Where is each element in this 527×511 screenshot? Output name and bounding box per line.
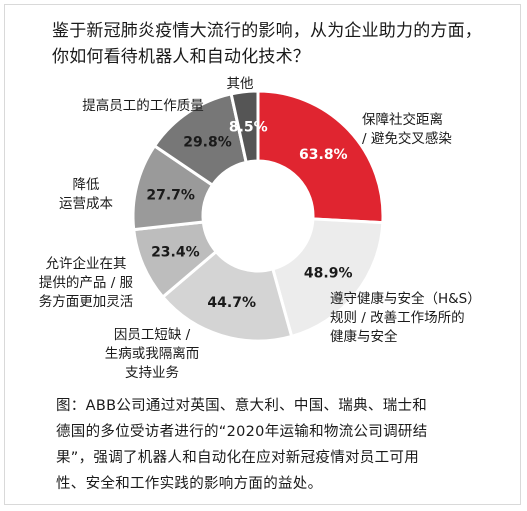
slice-category-label: 降低运营成本 bbox=[59, 177, 113, 212]
donut-slice bbox=[270, 217, 385, 339]
category-label-line: 规则 / 改善工作场所的 bbox=[330, 310, 465, 326]
slice-value-label: 29.8% bbox=[183, 135, 232, 151]
slice-category-label: 因员工短缺 / 生病或我隔离而支持业务 bbox=[105, 327, 200, 381]
donut-slice bbox=[229, 89, 260, 165]
donut-slice bbox=[160, 249, 294, 343]
donut-chart: 63.8% 48.9% 44.7% 23.4% 27.7% 29.8%8.5% 保障社交距… bbox=[39, 76, 481, 381]
category-label-line: 降低 bbox=[73, 177, 100, 193]
donut-slice bbox=[256, 89, 385, 225]
caption-line-2: 德国的多位受访者进行的“2020年运输和物流公司调研结 bbox=[56, 424, 428, 440]
slice-value-label: 27.7% bbox=[146, 187, 195, 203]
category-label-line: 其他 bbox=[227, 76, 254, 92]
question-line-1: 鉴于新冠肺炎疫情大流行的影响，从为企业助力的方面， bbox=[52, 21, 482, 41]
category-label-line: 因员工短缺 / bbox=[114, 327, 191, 343]
figure-frame bbox=[4, 4, 521, 505]
slice-category-label: 保障社交距离 / 避免交叉感染 bbox=[362, 111, 452, 147]
category-label-line: 运营成本 bbox=[59, 196, 113, 212]
category-label-line: / 避免交叉感染 bbox=[362, 130, 452, 147]
category-label-line: 健康与安全 bbox=[330, 328, 398, 345]
chart-slices bbox=[131, 89, 385, 343]
slice-value-label: 44.7% bbox=[207, 295, 256, 311]
category-label-line: 提供的产品 / 服 bbox=[39, 275, 134, 291]
category-label-line: 生病或我隔离而 bbox=[105, 345, 200, 362]
chart-value-labels: 63.8% 48.9% 44.7% 23.4% 27.7% 29.8%8.5% bbox=[146, 120, 352, 312]
caption-line-4: 性、安全和工作实践的影响方面的益处。 bbox=[56, 476, 323, 492]
question-line-2: 你如何看待机器人和自动化技术？ bbox=[52, 47, 310, 67]
slice-category-label: 提高员工的工作质量 bbox=[82, 97, 204, 114]
category-label-line: 提高员工的工作质量 bbox=[82, 97, 204, 114]
slice-value-label: 48.9% bbox=[304, 265, 353, 281]
category-label-line: 务方面更加灵活 bbox=[39, 294, 134, 310]
slice-value-label: 23.4% bbox=[151, 245, 200, 261]
figure-caption: 图：ABB公司通过对英国、意大利、中国、瑞典、瑞士和 德国的多位受访者进行的“2… bbox=[56, 393, 514, 497]
category-label-line: 允许企业在其 bbox=[46, 255, 127, 272]
slice-category-label: 允许企业在其提供的产品 / 服务方面更加灵活 bbox=[39, 255, 134, 310]
slice-category-label: 遵守健康与安全（H&S） 规则 / 改善工作场所的健康与安全 bbox=[330, 290, 481, 345]
slice-value-label: 8.5% bbox=[229, 120, 268, 136]
caption-line-1: 图：ABB公司通过对英国、意大利、中国、瑞典、瑞士和 bbox=[56, 398, 428, 414]
caption-line-3: 果”，强调了机器人和自动化在应对新冠疫情对员工可用 bbox=[56, 450, 420, 466]
category-label-line: 支持业务 bbox=[125, 365, 179, 381]
survey-question: 鉴于新冠肺炎疫情大流行的影响，从为企业助力的方面， 你如何看待机器人和自动化技术… bbox=[52, 18, 512, 70]
category-label-line: 遵守健康与安全（H&S） bbox=[330, 290, 481, 307]
category-label-line: 保障社交距离 bbox=[362, 111, 443, 128]
slice-value-label: 63.8% bbox=[299, 147, 348, 163]
slice-category-label: 其他 bbox=[227, 76, 254, 92]
